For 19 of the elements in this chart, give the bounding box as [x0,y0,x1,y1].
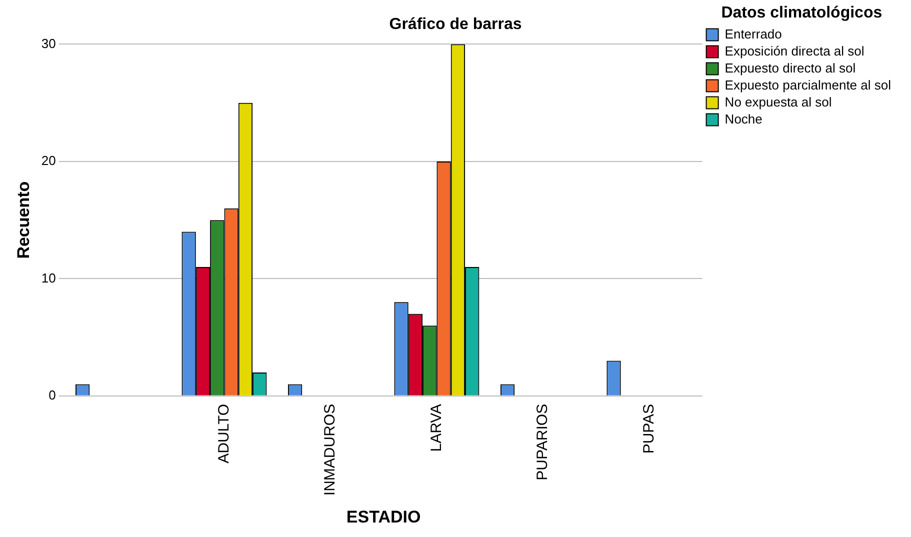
legend-label: No expuesta al sol [724,94,832,110]
y-tick-label: 20 [41,153,56,168]
x-tick-label: INMADUROS [322,404,339,496]
y-axis-title: Recuento [14,181,33,259]
legend-label: Expuesto directo al sol [724,60,856,76]
y-tick-label: 0 [48,388,56,403]
x-axis-title: ESTADIO [346,507,421,526]
legend-label: Expuesto parcialmente al sol [724,77,892,92]
x-tick-label: PUPAS [640,404,658,454]
legend-label: Noche [724,111,762,126]
y-tick-label: 30 [41,36,56,51]
legend-label: Enterrado [724,26,782,42]
y-tick-label: 10 [41,270,56,286]
x-tick-label: PUPARIOS [534,404,552,480]
x-tick-label: LARVA [428,404,445,452]
chart-title: Gráfico de barras [389,16,522,34]
legend-title: Datos climatológicos [721,4,882,22]
legend-label: Exposición directa al sol [724,43,864,58]
x-tick-label: ADULTO [215,404,232,464]
